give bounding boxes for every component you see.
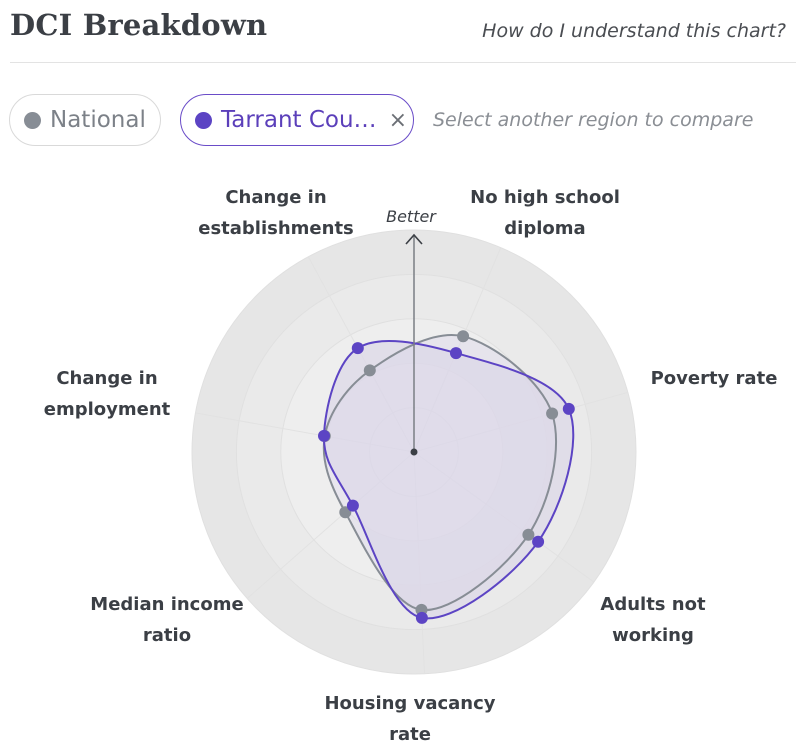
axis-label-line: Change in [225, 187, 326, 208]
axis-label-line: Change in [56, 368, 157, 389]
axis-label-change-establishments: Change in establishments [198, 187, 354, 239]
county-point-poverty-rate[interactable] [562, 402, 575, 415]
axis-label-line: No high school [470, 187, 620, 208]
county-chip-label: Tarrant Cou… [221, 107, 377, 133]
national-chip[interactable]: National [9, 94, 161, 146]
national-point-adults-not-working[interactable] [522, 528, 535, 541]
axis-label-line: employment [44, 399, 171, 420]
axis-label-line: Adults not [600, 594, 706, 615]
select-region-prompt[interactable]: Select another region to compare [433, 109, 754, 131]
axis-label-line: Poverty rate [651, 368, 778, 389]
county-dot-icon [195, 111, 212, 129]
national-point-no-high-school[interactable] [457, 330, 470, 343]
better-arrow-icon [405, 233, 423, 245]
axis-label-line: working [612, 625, 694, 646]
county-point-housing-vacancy[interactable] [415, 611, 428, 624]
county-point-median-income[interactable] [346, 499, 359, 512]
county-area [323, 340, 574, 619]
national-area [323, 335, 557, 611]
axis-label-poverty-rate: Poverty rate [651, 368, 778, 389]
county-point-adults-not-working[interactable] [532, 535, 545, 548]
axis-label-housing-vacancy: Housing vacancy rate [324, 693, 495, 745]
county-chip[interactable]: Tarrant Cou… × [180, 94, 414, 146]
county-point-change-establishments[interactable] [351, 342, 364, 355]
remove-county-close-icon[interactable]: × [388, 107, 407, 133]
center-point [410, 448, 418, 456]
axis-label-median-income: Median income ratio [90, 594, 243, 646]
axis-label-line: establishments [198, 218, 354, 239]
axis-label-line: Housing vacancy [324, 693, 495, 714]
national-chip-label: National [50, 107, 146, 133]
national-dot-icon [24, 111, 41, 129]
better-label: Better [386, 207, 437, 226]
axis-label-line: Median income [90, 594, 243, 615]
help-link[interactable]: How do I understand this chart? [482, 20, 786, 42]
axis-label-no-high-school: No high school diploma [470, 187, 620, 239]
axis-label-line: diploma [504, 218, 585, 239]
national-point-poverty-rate[interactable] [546, 407, 559, 420]
page-title: DCI Breakdown [10, 8, 268, 42]
axis-label-adults-not-working: Adults not working [600, 594, 706, 646]
county-line [322, 339, 575, 620]
axis-label-line: ratio [143, 625, 191, 646]
county-point-no-high-school[interactable] [450, 347, 462, 360]
axis-label-line: rate [389, 724, 431, 745]
header: DCI Breakdown How do I understand this c… [10, 0, 796, 63]
national-point-change-establishments[interactable] [363, 364, 376, 377]
county-point-change-employment[interactable] [318, 429, 330, 442]
axis-label-change-employment: Change in employment [44, 368, 171, 420]
